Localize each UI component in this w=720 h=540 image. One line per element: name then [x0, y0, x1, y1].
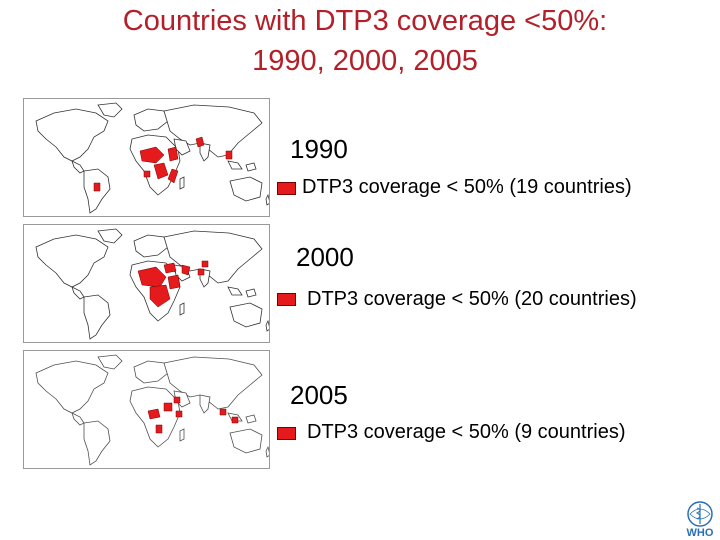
who-logo: WHO	[687, 501, 714, 538]
legend-text-1990: DTP3 coverage < 50% (19 countries)	[302, 176, 632, 198]
highlighted-countries-2000	[137, 260, 209, 308]
who-logo-text: WHO	[687, 527, 714, 538]
legend-swatch-2005	[277, 427, 296, 440]
page-title-line2: 1990, 2000, 2005	[252, 45, 478, 77]
year-label-2000: 2000	[296, 242, 354, 272]
legend-swatch-2000	[277, 293, 296, 306]
world-map-1990	[23, 98, 270, 217]
world-map-2005	[23, 350, 270, 469]
page-title-line1: Countries with DTP3 coverage <50%:	[122, 5, 608, 37]
legend-text-2000: DTP3 coverage < 50% (20 countries)	[307, 288, 637, 310]
year-label-1990: 1990	[290, 134, 348, 164]
world-map-2000	[23, 224, 270, 343]
highlighted-countries-1990	[93, 136, 233, 192]
legend-swatch-1990	[277, 182, 296, 195]
highlighted-countries-2005	[147, 396, 239, 434]
year-label-2005: 2005	[290, 380, 348, 410]
legend-text-2005: DTP3 coverage < 50% (9 countries)	[307, 421, 626, 443]
